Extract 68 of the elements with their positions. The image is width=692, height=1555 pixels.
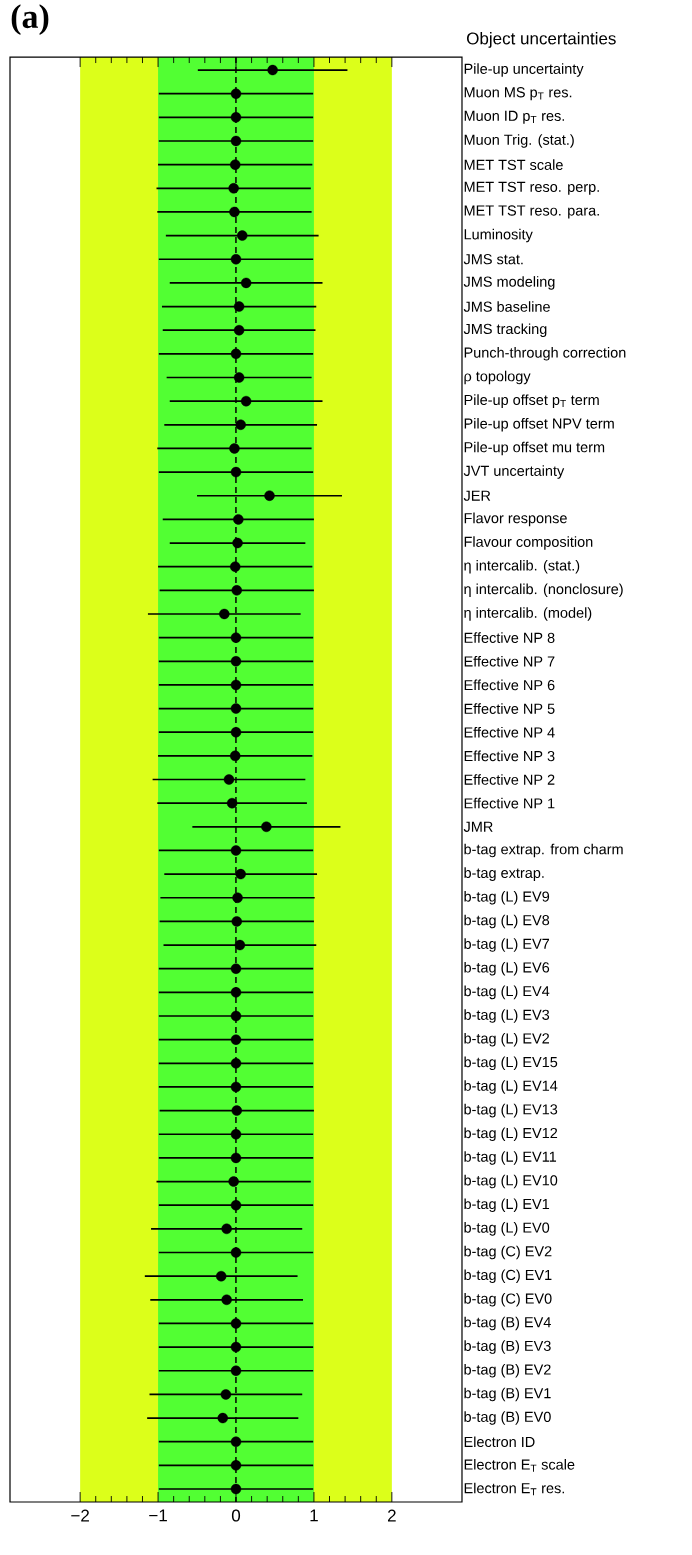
y-tick-label: b-tag extrap. from charm bbox=[464, 843, 623, 858]
y-tick-label: JMS tracking bbox=[463, 323, 547, 337]
y-tick-label: Effective NP 2 bbox=[464, 774, 555, 785]
y-tick-label: η intercalib. (stat.) bbox=[464, 559, 580, 574]
y-tick-label: JER bbox=[463, 490, 491, 501]
y-tick-label: b-tag (B) EV1 bbox=[464, 1387, 551, 1402]
y-tick-label: b-tag (L) EV15 bbox=[464, 1056, 558, 1071]
y-tick-label: Electron ID bbox=[464, 1436, 535, 1448]
y-tick-label: b-tag (L) EV13 bbox=[464, 1103, 558, 1118]
y-tick-label: Pile-up uncertainty bbox=[464, 63, 584, 77]
y-tick-label: η intercalib. (model) bbox=[464, 607, 592, 621]
chart-title: (a) bbox=[11, 4, 49, 36]
y-tick-label: ρ topology bbox=[464, 370, 531, 385]
y-tick-label: b-tag (L) EV4 bbox=[464, 985, 550, 1000]
y-tick-label: Luminosity bbox=[464, 228, 533, 243]
y-tick-label: Effective NP 8 bbox=[464, 632, 555, 643]
y-tick-label: JMR bbox=[463, 821, 493, 832]
y-tick-label: MET TST reso. perp. bbox=[464, 181, 599, 195]
y-tick-label: b-tag (L) EV12 bbox=[464, 1127, 558, 1142]
y-tick-label: Effective NP 4 bbox=[464, 726, 555, 738]
y-tick-label: b-tag (L) EV0 bbox=[464, 1222, 550, 1236]
y-tick-label: Electron E$_{T}$ scale bbox=[464, 1459, 575, 1472]
y-tick-label: b-tag (L) EV6 bbox=[464, 961, 550, 976]
x-tick-label: 2 bbox=[387, 1509, 396, 1522]
y-tick-label: η intercalib. (nonclosure) bbox=[464, 583, 623, 598]
x-tick-label: −2 bbox=[71, 1509, 89, 1522]
y-tick-label: b-tag (L) EV2 bbox=[464, 1032, 550, 1047]
y-tick-label: Effective NP 5 bbox=[464, 703, 555, 714]
y-tick-label: b-tag (C) EV1 bbox=[464, 1269, 552, 1283]
y-tick-label: b-tag (L) EV7 bbox=[464, 938, 550, 952]
x-tick-label: 1 bbox=[310, 1509, 318, 1522]
y-tick-label: b-tag (L) EV11 bbox=[464, 1151, 557, 1165]
y-tick-label: Pile-up offset p$_{T}$ term bbox=[464, 394, 599, 408]
y-tick-label: MET TST scale bbox=[464, 159, 563, 170]
text: Object uncertainties bbox=[467, 31, 616, 48]
y-tick-label: Effective NP 3 bbox=[464, 750, 555, 762]
y-tick-label: JVT uncertainty bbox=[463, 465, 565, 479]
y-tick-label: Effective NP 7 bbox=[464, 655, 555, 667]
x-tick-label: 0 bbox=[231, 1509, 241, 1522]
y-tick-label: b-tag (B) EV3 bbox=[464, 1340, 551, 1354]
x-tick-label: −1 bbox=[149, 1509, 167, 1522]
y-tick-label: Muon Trig. (stat.) bbox=[464, 134, 574, 148]
y-tick-label: MET TST reso. para. bbox=[464, 205, 599, 219]
y-tick-label: Flavour composition bbox=[464, 536, 593, 550]
y-tick-label: JMS stat. bbox=[463, 254, 523, 265]
y-tick-label: b-tag (L) EV3 bbox=[464, 1009, 550, 1023]
y-tick-label: b-tag (L) EV1 bbox=[464, 1198, 550, 1212]
y-tick-label: b-tag (B) EV2 bbox=[464, 1364, 551, 1378]
y-tick-label: b-tag extrap. bbox=[464, 867, 544, 881]
y-tick-label: Flavor response bbox=[464, 512, 567, 527]
y-tick-label: Effective NP 6 bbox=[464, 679, 555, 691]
y-tick-label: Muon MS p$_{T}$ res. bbox=[464, 87, 572, 101]
y-tick-label: b-tag (B) EV4 bbox=[464, 1316, 551, 1331]
y-tick-label: Pile-up offset mu term bbox=[464, 441, 605, 456]
y-tick-label: JMS modeling bbox=[463, 276, 555, 290]
y-tick-label: b-tag (L) EV8 bbox=[464, 914, 550, 929]
y-tick-label: Electron E$_{T}$ res. bbox=[464, 1482, 564, 1496]
y-tick-label: Pile-up offset NPV term bbox=[464, 418, 614, 432]
y-tick-label: Effective NP 1 bbox=[464, 797, 555, 809]
y-tick-label: b-tag (C) EV2 bbox=[464, 1245, 552, 1260]
y-tick-label: b-tag (C) EV0 bbox=[464, 1293, 552, 1307]
y-tick-label: b-tag (L) EV9 bbox=[464, 891, 550, 905]
y-tick-label: Muon ID p$_{T}$ res. bbox=[464, 110, 564, 124]
y-tick-label: b-tag (L) EV14 bbox=[464, 1080, 558, 1094]
y-tick-label: b-tag (L) EV10 bbox=[464, 1174, 558, 1189]
y-tick-label: JMS baseline bbox=[463, 301, 550, 312]
y-tick-label: Punch-through correction bbox=[464, 347, 626, 361]
y-tick-label: b-tag (B) EV0 bbox=[464, 1411, 551, 1425]
